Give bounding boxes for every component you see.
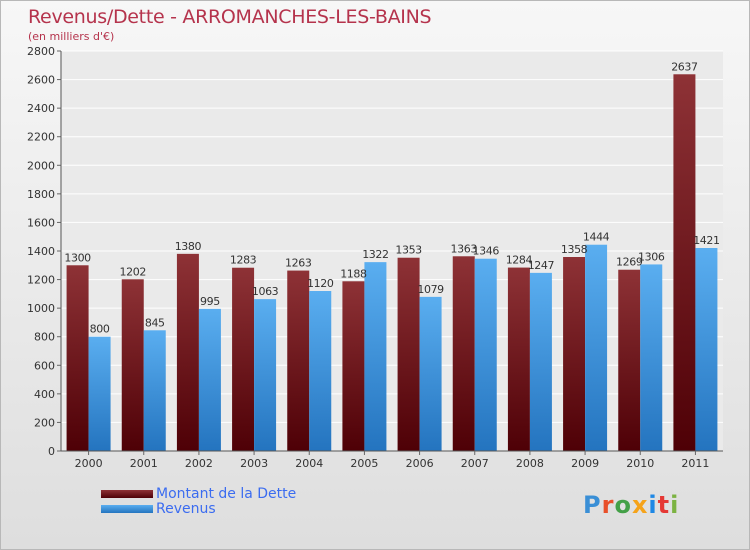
data-label-revenus: 800: [90, 323, 110, 336]
bar-debt: [232, 267, 255, 451]
y-tick-label: 2800: [27, 45, 55, 58]
bar-revenus: [419, 296, 442, 451]
y-tick-label: 2200: [27, 131, 55, 144]
y-tick-label: 1800: [27, 188, 55, 201]
logo-letter: x: [631, 491, 649, 519]
x-tick-label: 2010: [626, 457, 654, 470]
data-label-debt: 1353: [395, 244, 422, 257]
bar-debt: [66, 265, 89, 451]
data-label-debt: 1300: [64, 251, 91, 264]
x-tick-label: 2008: [516, 457, 544, 470]
x-tick-label: 2003: [240, 457, 268, 470]
data-label-revenus: 845: [145, 316, 165, 329]
y-tick-label: 1400: [27, 245, 55, 258]
y-tick-label: 1600: [27, 216, 55, 229]
bar-debt: [452, 256, 475, 451]
chart-title: Revenus/Dette - ARROMANCHES-LES-BAINS: [28, 6, 432, 28]
y-tick-label: 1200: [27, 274, 55, 287]
y-tick-label: 400: [34, 388, 55, 401]
data-label-revenus: 1444: [583, 231, 610, 244]
data-label-debt: 1263: [285, 257, 312, 270]
data-label-revenus: 1421: [693, 234, 719, 247]
bar-revenus: [695, 248, 718, 451]
bar-revenus: [640, 264, 663, 451]
data-label-debt: 1284: [506, 254, 533, 267]
data-label-revenus: 995: [200, 295, 220, 308]
x-tick-label: 2009: [571, 457, 599, 470]
data-label-debt: 2637: [671, 60, 698, 73]
y-tick-label: 600: [34, 359, 55, 372]
bar-revenus: [309, 291, 332, 451]
y-tick-label: 2400: [27, 102, 55, 115]
x-tick-label: 2004: [295, 457, 323, 470]
data-label-debt: 1202: [120, 265, 146, 278]
data-label-revenus: 1322: [362, 248, 388, 261]
y-tick-label: 200: [34, 416, 55, 429]
x-tick-label: 2007: [461, 457, 489, 470]
legend-label-revenus: Revenus: [156, 501, 216, 517]
bar-debt: [673, 74, 696, 452]
data-label-revenus: 1063: [252, 285, 279, 298]
bar-debt: [121, 279, 144, 451]
y-tick-label: 800: [34, 331, 55, 344]
legend-swatch-debt: [101, 490, 153, 498]
x-tick-label: 2000: [75, 457, 103, 470]
bar-revenus: [143, 330, 166, 451]
data-label-revenus: 1079: [417, 283, 444, 296]
y-tick-label: 2600: [27, 74, 55, 87]
data-label-revenus: 1120: [307, 277, 334, 290]
y-tick-label: 2000: [27, 159, 55, 172]
chart-subtitle: (en milliers d'€): [28, 30, 115, 43]
bar-debt: [176, 253, 199, 451]
x-tick-label: 2006: [406, 457, 434, 470]
bar-debt: [342, 281, 365, 451]
data-label-revenus: 1247: [528, 259, 555, 272]
y-tick-label: 0: [48, 445, 55, 458]
logo-letter: r: [601, 491, 615, 519]
bar-debt: [618, 269, 641, 451]
logo-letter: o: [614, 491, 632, 519]
data-label-debt: 1363: [451, 242, 478, 255]
data-label-debt: 1188: [340, 267, 367, 280]
data-label-debt: 1269: [616, 256, 643, 269]
data-label-revenus: 1306: [638, 250, 665, 263]
bar-revenus: [88, 336, 111, 451]
bar-revenus: [474, 258, 497, 451]
x-tick-label: 2011: [681, 457, 709, 470]
x-tick-label: 2002: [185, 457, 213, 470]
bar-debt: [397, 257, 420, 451]
bar-revenus: [364, 262, 387, 451]
x-tick-label: 2001: [130, 457, 158, 470]
bar-revenus: [529, 272, 552, 451]
data-label-debt: 1380: [175, 240, 202, 253]
x-tick-label: 2005: [350, 457, 378, 470]
legend-swatch-revenus: [101, 505, 153, 513]
bar-revenus: [198, 308, 221, 451]
logo-letter: P: [583, 491, 602, 519]
data-label-debt: 1283: [230, 254, 257, 267]
data-label-debt: 1358: [561, 243, 588, 256]
bar-debt: [287, 270, 310, 451]
bar-debt: [563, 257, 586, 451]
bar-debt: [507, 267, 530, 451]
legend-label-debt: Montant de la Dette: [156, 486, 297, 502]
proxiti-logo: Proxiti: [583, 491, 679, 519]
bar-revenus: [254, 299, 277, 451]
data-label-revenus: 1346: [473, 245, 500, 258]
y-tick-label: 1000: [27, 302, 55, 315]
logo-letter: i: [670, 491, 680, 519]
bar-revenus: [585, 244, 608, 451]
logo-letter: t: [657, 491, 671, 519]
logo-letter: i: [648, 491, 658, 519]
